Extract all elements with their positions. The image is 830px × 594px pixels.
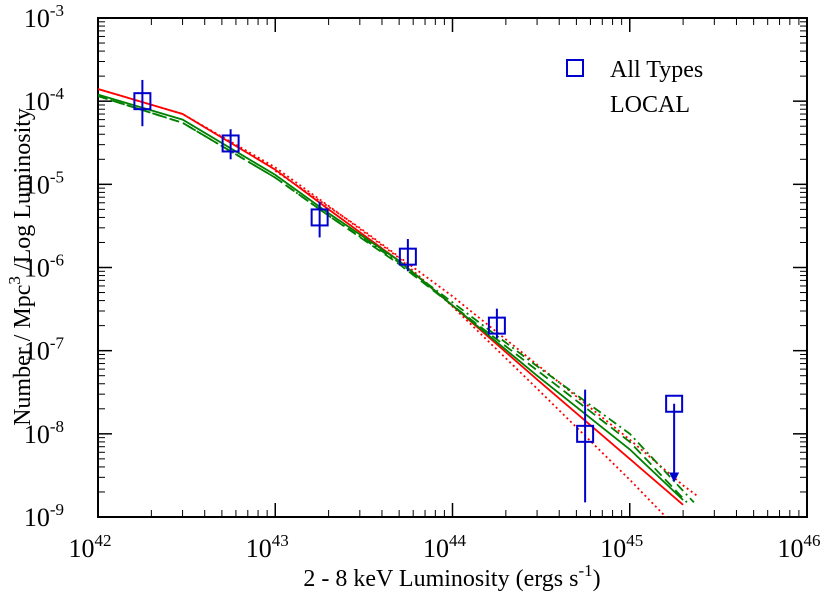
legend: All Types LOCAL	[566, 57, 703, 118]
model-curves	[98, 88, 698, 517]
y-tick-label: 10-7	[24, 334, 65, 366]
data-point-marker	[487, 316, 506, 335]
model-curve	[98, 95, 695, 504]
legend-marker-all-types	[566, 59, 584, 77]
data-points	[133, 79, 684, 503]
x-tick-label: 1046	[778, 531, 821, 563]
y-tick-label: 10-9	[24, 500, 64, 532]
y-tick-label: 10-6	[24, 251, 64, 283]
x-tick-label: 1044	[423, 531, 467, 563]
data-point-marker	[398, 247, 417, 266]
data-point-marker	[665, 394, 684, 413]
model-curve	[98, 93, 684, 501]
data-point-marker	[576, 424, 595, 443]
model-curve	[98, 88, 684, 506]
y-tick-label: 10-5	[24, 167, 64, 199]
data-point-marker	[221, 134, 240, 153]
y-tick-label: 10-4	[24, 84, 65, 116]
model-curve	[98, 95, 688, 504]
x-axis-title: 2 - 8 keV Luminosity (ergs s-1)	[303, 561, 600, 592]
model-curve	[98, 88, 667, 517]
x-tick-label: 1042	[69, 531, 112, 563]
y-tick-label: 10-3	[24, 1, 64, 33]
data-point-marker	[133, 92, 152, 111]
upper-limit-arrowhead	[669, 472, 680, 483]
legend-label-local: LOCAL	[610, 92, 690, 118]
data-point-marker	[310, 208, 329, 227]
legend-label-all-types: All Types	[610, 57, 703, 83]
y-axis-title: Number / Mpc3 /Log Luminosity	[5, 108, 36, 426]
x-tick-label: 1045	[600, 531, 643, 563]
tick-labels: 1042 1043 1044 1045 1046 10-9 10-8 10-7 10-6 10-5…	[24, 1, 821, 563]
axis-ticks	[97, 17, 808, 518]
x-tick-label: 1043	[246, 531, 289, 563]
plot-frame	[97, 17, 808, 518]
model-curve	[274, 170, 698, 497]
y-tick-label: 10-8	[24, 417, 64, 449]
